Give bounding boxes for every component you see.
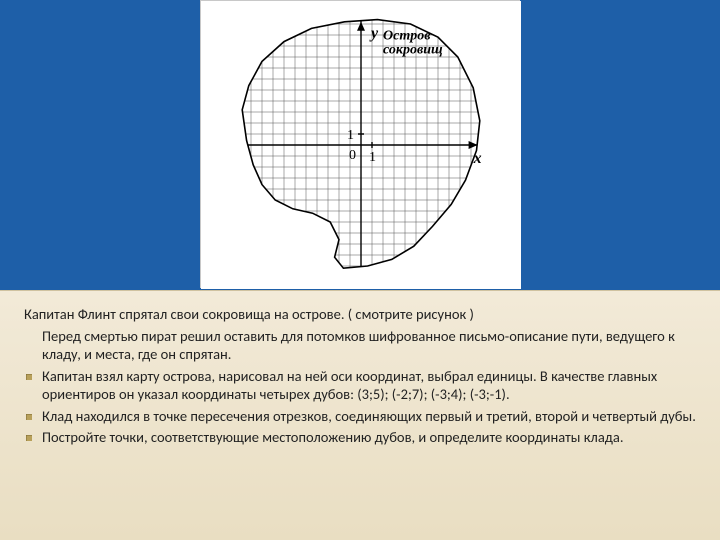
text-panel: Капитан Флинт спрятал свои сокровища на … xyxy=(0,290,720,540)
paragraph-intro-2: Перед смертью пират решил оставить для п… xyxy=(24,327,696,364)
coordinate-grid-svg: yx011Островсокровищ xyxy=(201,1,521,289)
paragraph-intro-1: Капитан Флинт спрятал свои сокровища на … xyxy=(24,305,696,324)
bullet-item-1: Капитан взял карту острова, нарисовал на… xyxy=(24,367,696,404)
axis-x-label: x xyxy=(473,150,482,167)
axis-y-label: y xyxy=(369,25,379,42)
bullet-list: Капитан взял карту острова, нарисовал на… xyxy=(24,367,696,447)
origin-label: 0 xyxy=(349,148,356,163)
bullet-item-3: Постройте точки, соответствующие местопо… xyxy=(24,428,696,447)
island-title-line1: Остров xyxy=(383,28,431,43)
tick-x-1: 1 xyxy=(369,150,376,165)
tick-y-1: 1 xyxy=(347,128,354,143)
island-title-line2: сокровищ xyxy=(383,43,443,58)
bullet-item-2: Клад находился в точке пересечения отрез… xyxy=(24,407,696,426)
top-blue-panel: yx011Островсокровищ xyxy=(0,0,720,290)
island-figure: yx011Островсокровищ xyxy=(200,0,520,288)
